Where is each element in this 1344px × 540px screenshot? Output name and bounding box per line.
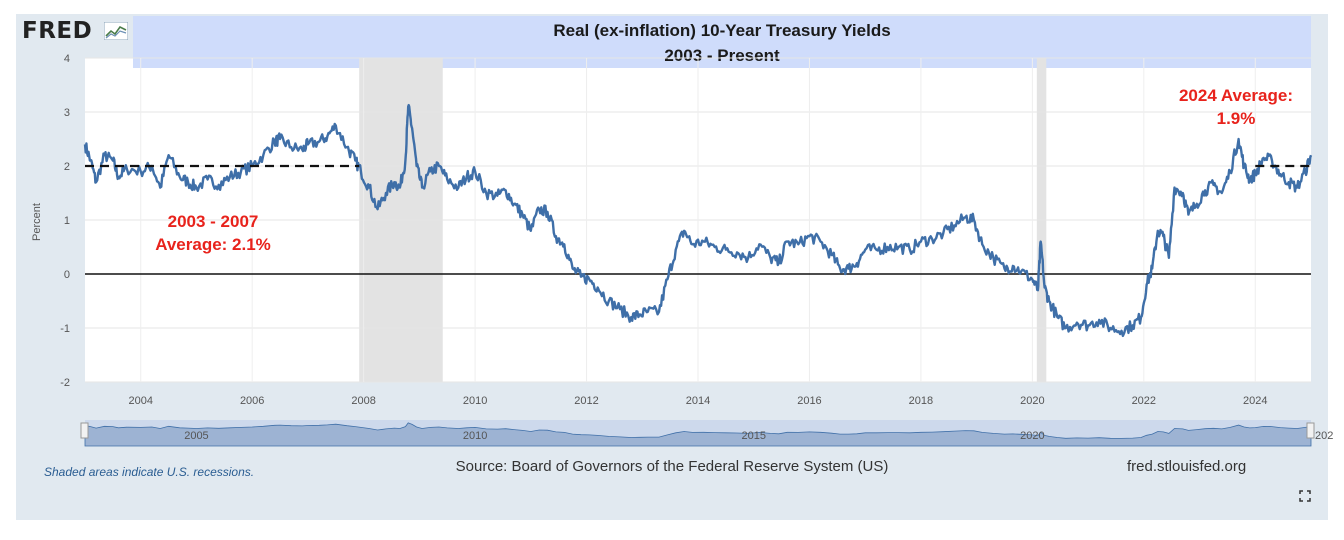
annotation-2003-2007-line2: Average: 2.1% (155, 235, 271, 254)
annotation-2003-2007-line1: 2003 - 2007 (168, 212, 259, 231)
fullscreen-icon[interactable] (1299, 490, 1311, 502)
navigator-label: 2015 (741, 430, 765, 442)
chart-subtitle: 2003 - Present (664, 46, 780, 65)
title-box (133, 16, 1311, 68)
x-tick-label: 2004 (128, 395, 152, 407)
y-tick-label: 1 (64, 215, 70, 227)
y-tick-label: -1 (60, 323, 70, 335)
annotation-2024-line1: 2024 Average: (1179, 86, 1293, 105)
chart-title: Real (ex-inflation) 10-Year Treasury Yie… (553, 21, 890, 40)
navigator-label: 202 (1315, 430, 1333, 442)
site-link[interactable]: fred.stlouisfed.org (1127, 458, 1247, 475)
navigator-series (84, 422, 1312, 447)
real-yield-series-line (83, 103, 1313, 338)
x-tick-label: 2018 (909, 395, 933, 407)
navigator-label: 2020 (1020, 430, 1044, 442)
x-tick-label: 2020 (1020, 395, 1044, 407)
x-tick-label: 2012 (574, 395, 598, 407)
y-tick-label: -2 (60, 377, 70, 389)
x-axis-ticks: 2004 2006 2008 2010 2012 2014 2016 2018 2020 2022… (128, 395, 1267, 407)
y-axis-label: Percent (31, 203, 43, 241)
x-tick-label: 2006 (240, 395, 264, 407)
navigator-label: 2010 (463, 430, 487, 442)
plot-area-top (85, 58, 133, 68)
y-tick-label: 3 (64, 107, 70, 119)
y-tick-label: 2 (64, 161, 70, 173)
fred-logo[interactable]: FRED (22, 18, 93, 44)
source-text: Source: Board of Governors of the Federa… (455, 458, 889, 475)
navigator-label: 2005 (184, 430, 208, 442)
navigator-labels: 2005 2010 2015 2020 202 (184, 430, 1333, 442)
x-tick-label: 2008 (351, 395, 375, 407)
recession-note: Shaded areas indicate U.S. recessions. (44, 465, 255, 479)
gridlines (85, 57, 1311, 383)
y-tick-label: 0 (64, 269, 70, 281)
x-tick-label: 2022 (1132, 395, 1156, 407)
annotation-2024-line2: 1.9% (1217, 109, 1256, 128)
y-tick-label: 4 (64, 53, 70, 65)
x-tick-label: 2024 (1243, 395, 1267, 407)
x-tick-label: 2014 (686, 395, 710, 407)
navigator-left-handle[interactable] (80, 422, 89, 439)
fred-logo-chart-icon (104, 22, 128, 40)
y-axis-ticks: 4 3 2 1 0 -1 -2 (60, 53, 70, 389)
navigator-right-handle[interactable] (1306, 422, 1315, 439)
x-tick-label: 2016 (797, 395, 821, 407)
x-tick-label: 2010 (463, 395, 487, 407)
